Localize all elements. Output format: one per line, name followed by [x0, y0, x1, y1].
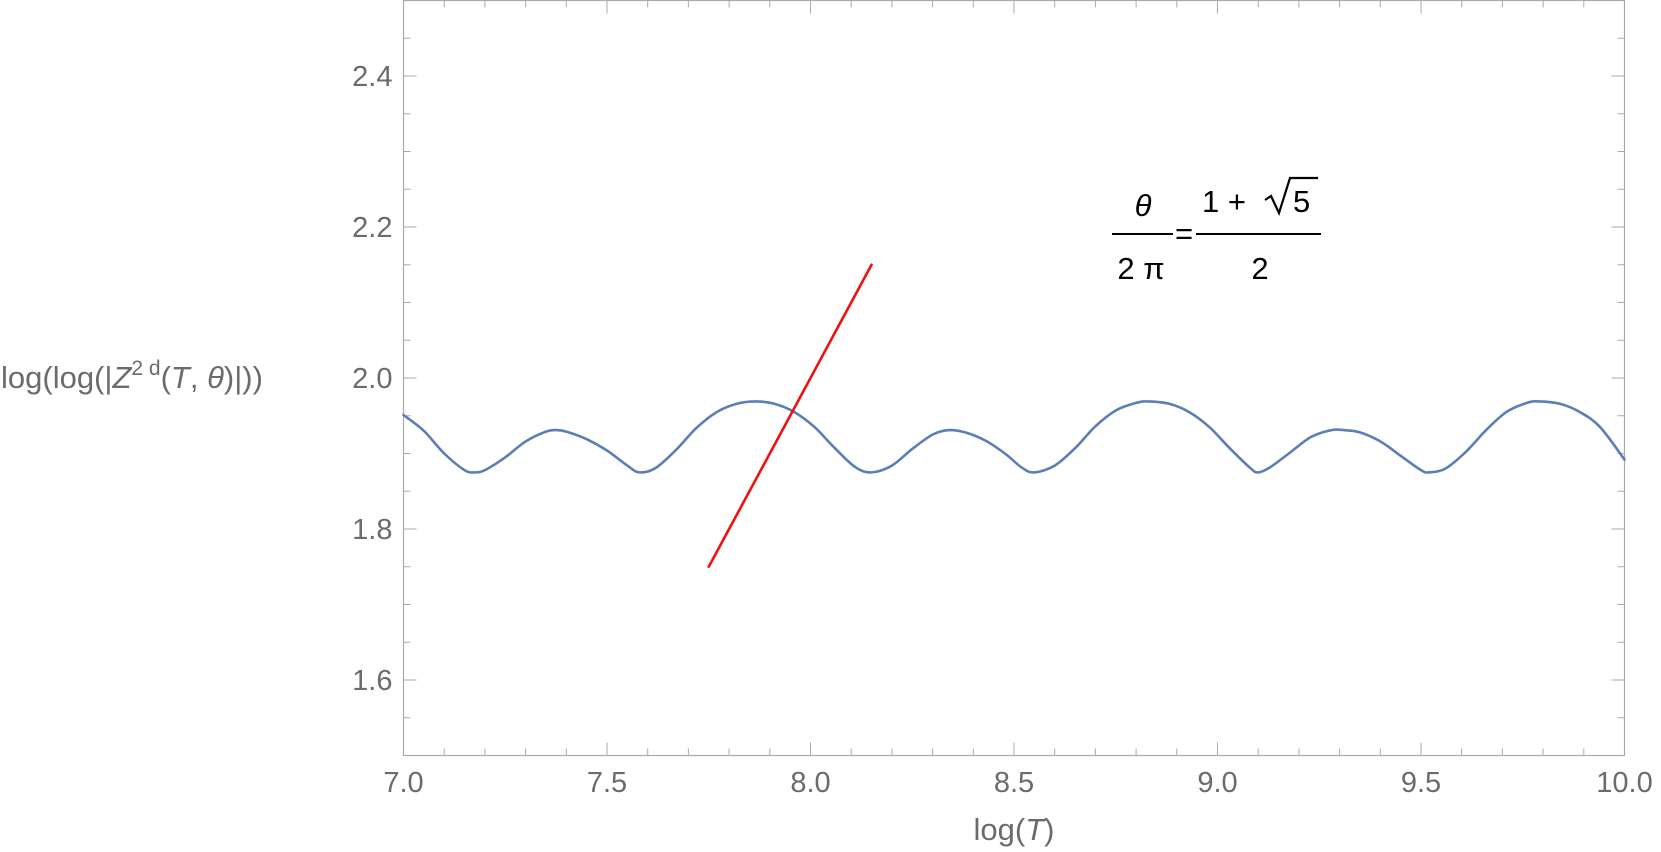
y-tick-label: 2.2 — [352, 212, 392, 244]
y-axis-title: log(log(|Z2 d(T, θ)|)) — [1, 357, 263, 395]
annotation-equals: = — [1175, 216, 1193, 251]
oscillating-series-line — [402, 400, 1626, 474]
y-axis-ticks — [403, 0, 1625, 756]
sqrt-radical-icon — [1264, 176, 1318, 217]
x-tick-label: 10.0 — [1596, 767, 1652, 799]
y-tick-label: 2.0 — [352, 363, 392, 395]
series-layer — [402, 263, 1626, 569]
y-tick-label: 1.6 — [352, 665, 392, 697]
y-tick-label: 1.8 — [352, 514, 392, 546]
red-slope-line — [707, 263, 873, 569]
x-axis-title: log(T) — [974, 812, 1055, 847]
x-tick-label: 9.0 — [1197, 767, 1237, 799]
y-tick-label: 2.4 — [352, 61, 392, 93]
y-axis-tick-labels: 1.6 1.8 2.0 2.2 2.4 — [352, 61, 392, 697]
annotation-lhs-numerator: θ — [1135, 188, 1152, 223]
x-tick-label: 7.5 — [587, 767, 627, 799]
x-tick-label: 8.0 — [790, 767, 830, 799]
x-tick-label: 8.5 — [994, 767, 1034, 799]
theta-ratio-annotation: θ 2 π = 1 + 5 2 — [1112, 176, 1321, 286]
x-tick-label: 9.5 — [1401, 767, 1441, 799]
annotation-rhs-numerator: 1 + — [1202, 184, 1246, 219]
plot-frame — [402, 0, 1626, 757]
annotation-lhs-denominator: 2 π — [1117, 251, 1164, 286]
x-axis-tick-labels: 7.0 7.5 8.0 8.5 9.0 9.5 10.0 — [383, 767, 1652, 799]
annotation-sqrt-argument: 5 — [1293, 184, 1310, 219]
x-tick-label: 7.0 — [383, 767, 423, 799]
annotation-rhs-denominator: 2 — [1251, 251, 1268, 286]
x-axis-ticks — [403, 0, 1625, 756]
